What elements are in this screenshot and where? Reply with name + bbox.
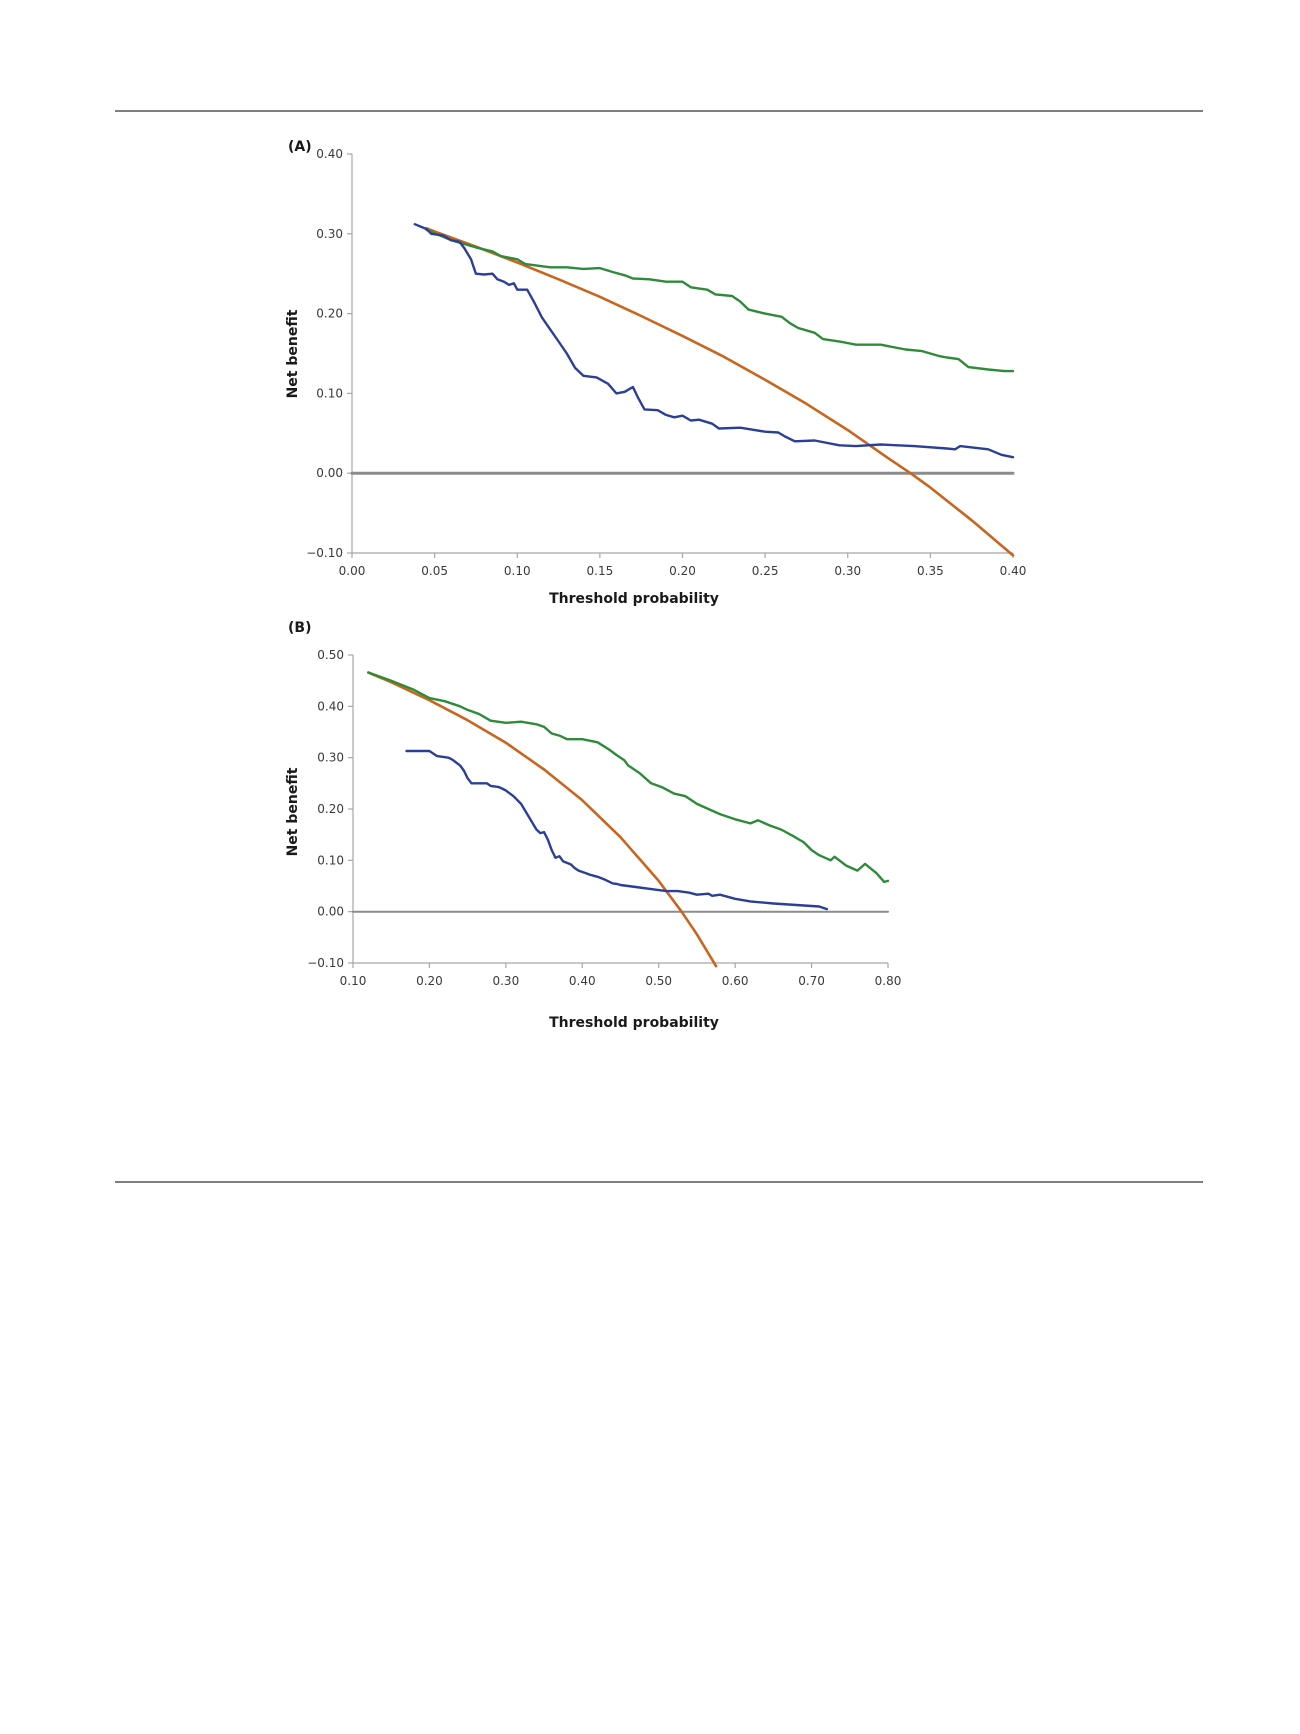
x-tick-label-a: 0.10 <box>504 564 531 578</box>
y-axis-title-a: Net benefit <box>285 309 301 398</box>
x-tick-label-a: 0.20 <box>669 564 696 578</box>
y-tick-label-b: −0.10 <box>307 956 344 970</box>
x-tick-label-b: 0.30 <box>492 974 519 988</box>
chart-panel-b: (B) Net benefit Threshold probability −0… <box>285 620 901 1031</box>
y-tick-label-b: 0.10 <box>317 853 344 867</box>
x-tick-label-a: 0.25 <box>752 564 779 578</box>
y-axis-title-b: Net benefit <box>285 767 301 856</box>
bottom-rule <box>115 1181 1203 1183</box>
y-tick-label-b: 0.30 <box>317 751 344 765</box>
series-line-green-b <box>367 671 890 884</box>
x-tick-label-b: 0.50 <box>645 974 672 988</box>
x-tick-label-a: 0.00 <box>339 564 366 578</box>
x-tick-label-a: 0.15 <box>587 564 614 578</box>
x-tick-label-a: 0.35 <box>917 564 944 578</box>
panel-label-a: (A) <box>288 139 312 155</box>
x-tick-label-b: 0.20 <box>416 974 443 988</box>
y-tick-label-a: 0.20 <box>316 307 343 321</box>
x-tick-label-a: 0.05 <box>421 564 448 578</box>
y-tick-label-b: 0.00 <box>317 905 344 919</box>
y-tick-label-b: 0.20 <box>317 802 344 816</box>
x-tick-label-b: 0.70 <box>798 974 825 988</box>
chart-panel-a: (A) Net benefit Threshold probability −0… <box>285 139 1026 607</box>
y-tick-label-b: 0.40 <box>317 699 344 713</box>
x-tick-label-b: 0.40 <box>569 974 596 988</box>
x-tick-label-a: 0.40 <box>1000 564 1027 578</box>
y-tick-label-a: 0.10 <box>316 386 343 400</box>
series-line-orange-a <box>425 226 1015 557</box>
x-axis-title-a: Threshold probability <box>549 591 719 607</box>
panel-label-b: (B) <box>288 620 311 636</box>
x-tick-label-b: 0.60 <box>722 974 749 988</box>
series-line-green-a <box>425 228 1015 373</box>
x-axis-title-b: Threshold probability <box>549 1015 719 1031</box>
y-tick-label-b: 0.50 <box>317 648 344 662</box>
x-tick-label-b: 0.80 <box>875 974 902 988</box>
y-tick-label-a: 0.00 <box>316 466 343 480</box>
y-tick-label-a: −0.10 <box>306 546 343 560</box>
series-line-orange-b <box>367 671 718 968</box>
y-tick-label-a: 0.40 <box>316 147 343 161</box>
x-tick-label-a: 0.30 <box>834 564 861 578</box>
series-line-blue-a <box>413 223 1015 459</box>
y-tick-label-a: 0.30 <box>316 227 343 241</box>
series-line-blue-b <box>405 749 829 911</box>
x-tick-label-b: 0.10 <box>340 974 367 988</box>
top-rule <box>115 110 1203 112</box>
